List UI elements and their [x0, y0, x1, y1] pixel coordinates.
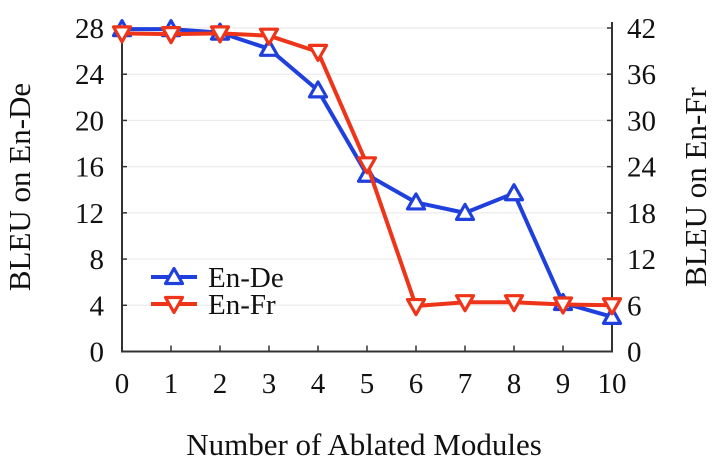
legend-label-en-fr: En-Fr	[208, 289, 276, 321]
series-marker-en-fr	[405, 297, 427, 317]
legend-item-en-de: En-De	[151, 262, 284, 294]
x-tick-label: 1	[164, 368, 179, 400]
series-marker-en-fr	[503, 294, 525, 313]
y-tick-label-right: 36	[627, 59, 656, 91]
x-tick-label: 4	[311, 368, 326, 400]
y-tick-label-right: 24	[627, 152, 657, 184]
series-marker-en-de	[503, 183, 525, 202]
series-marker-en-fr	[258, 27, 280, 46]
legend-marker-triangle-down	[163, 295, 185, 315]
y-tick-label-right: 18	[627, 198, 656, 230]
legend-item-en-fr: En-Fr	[151, 289, 276, 321]
y-tick-label-left: 20	[75, 105, 104, 137]
series-marker-en-de	[307, 80, 329, 99]
y-tick-label-left: 24	[75, 59, 105, 91]
x-tick-label: 7	[458, 368, 473, 400]
axes	[121, 22, 613, 353]
series-marker-en-fr	[160, 26, 182, 45]
series-marker-en-fr	[552, 296, 574, 315]
x-tick-label: 6	[409, 368, 424, 400]
series-marker-en-de	[454, 202, 476, 221]
y-tick-label-left: 4	[90, 290, 105, 322]
x-tick-label: 5	[360, 368, 375, 400]
y-tick-label-right: 6	[627, 290, 642, 322]
series-marker-en-fr	[209, 25, 231, 44]
y-tick-label-right: 0	[627, 337, 642, 369]
data-series	[111, 19, 623, 325]
y-tick-label-right: 30	[627, 105, 656, 137]
y-tick-label-left: 12	[75, 198, 104, 230]
gridlines	[122, 27, 612, 306]
y-tick-label-left: 8	[90, 244, 105, 276]
series-marker-en-de	[601, 306, 623, 325]
x-tick-label: 8	[507, 368, 522, 400]
y-tick-label-left: 28	[75, 13, 104, 45]
y-axis-label-left: BLEU on En-De	[2, 83, 37, 291]
legend-marker-triangle-up	[163, 266, 185, 286]
y-axis-label-right: BLEU on En-Fr	[678, 86, 713, 286]
y-tick-label-right: 12	[627, 244, 656, 276]
series-marker-en-de	[405, 192, 427, 211]
series-marker-en-fr	[111, 25, 133, 44]
x-tick-label: 0	[115, 368, 130, 400]
x-tick-label: 9	[556, 368, 571, 400]
series-marker-en-fr	[356, 156, 378, 175]
x-tick-label: 3	[262, 368, 277, 400]
legend-label-en-de: En-De	[208, 262, 284, 294]
series-marker-en-fr	[454, 294, 476, 313]
series-marker-en-fr	[601, 297, 623, 316]
y-tick-label-left: 16	[75, 152, 104, 184]
x-tick-label: 2	[213, 368, 228, 400]
x-axis-label: Number of Ablated Modules	[186, 427, 542, 462]
x-tick-label: 10	[598, 368, 627, 400]
series-marker-en-de	[258, 38, 280, 57]
y-tick-label-right: 42	[627, 13, 656, 45]
y-tick-label-left: 0	[90, 337, 105, 369]
series-marker-en-fr	[307, 43, 329, 62]
series-en-fr	[111, 25, 623, 317]
